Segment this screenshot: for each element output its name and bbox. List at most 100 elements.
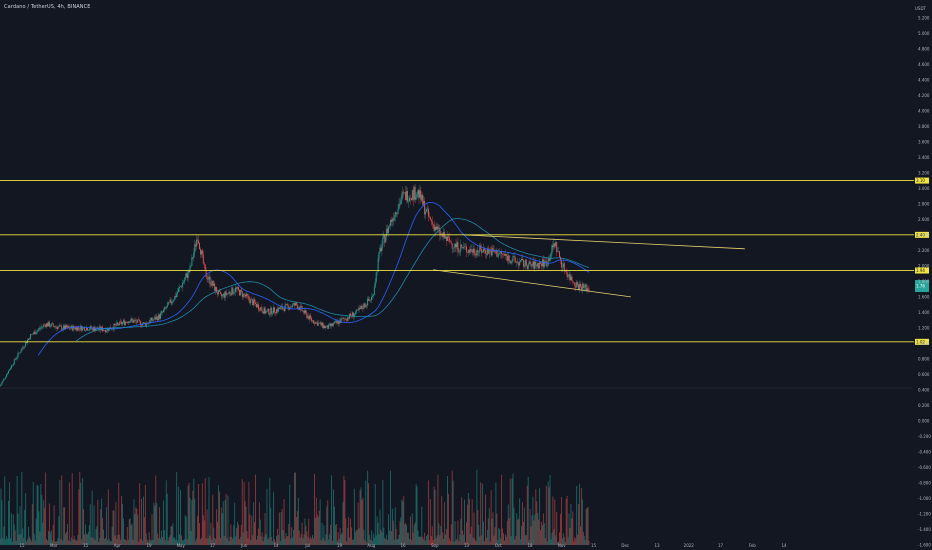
candle-body xyxy=(186,273,188,279)
candle-body xyxy=(169,299,171,303)
volume-bar xyxy=(441,495,443,545)
candle-body xyxy=(279,307,281,310)
y-tick-label: -1.400 xyxy=(918,527,931,532)
trend-line-upper[interactable] xyxy=(463,234,745,250)
volume-bar xyxy=(19,506,21,545)
volume-bar xyxy=(253,502,255,545)
candle-body xyxy=(470,249,472,252)
candle-body xyxy=(16,356,18,359)
volume-bar xyxy=(452,480,454,545)
volume-bar xyxy=(522,502,523,545)
volume-bar xyxy=(355,529,357,545)
volume-bar xyxy=(367,470,369,545)
volume-bar xyxy=(371,530,372,545)
volume-bar xyxy=(442,532,444,545)
volume-bar xyxy=(7,538,9,545)
volume-bar xyxy=(1,500,3,545)
volume-bar xyxy=(471,499,473,545)
candle-body xyxy=(122,322,123,325)
volume-bar xyxy=(404,524,406,545)
volume-bar xyxy=(78,489,80,545)
volume-bar xyxy=(34,540,36,545)
candle-body xyxy=(384,235,386,243)
volume-bar xyxy=(48,503,50,545)
candle-body xyxy=(282,308,284,310)
y-tick-label: 0.400 xyxy=(918,387,930,392)
volume-bar xyxy=(363,529,365,545)
volume-bar xyxy=(86,533,87,545)
volume-bar xyxy=(345,518,347,545)
volume-bar xyxy=(2,538,4,545)
volume-bar xyxy=(158,537,160,545)
volume-bar xyxy=(170,525,172,545)
volume-bar xyxy=(254,522,256,545)
volume-bar xyxy=(568,513,570,545)
volume-bar xyxy=(195,540,197,545)
volume-bar xyxy=(439,535,441,545)
volume-bar xyxy=(468,498,470,545)
candle-body xyxy=(77,327,79,331)
volume-bar xyxy=(330,525,332,545)
candle-body xyxy=(184,276,186,281)
volume-bar xyxy=(5,539,7,545)
candle-body xyxy=(483,248,484,253)
candle-body xyxy=(242,293,244,298)
candle-body xyxy=(455,244,457,248)
candle-body xyxy=(493,250,495,252)
volume-bar xyxy=(353,488,355,545)
volume-bar xyxy=(481,535,483,545)
volume-bar xyxy=(114,535,116,545)
candle-body xyxy=(183,280,185,283)
candle-body xyxy=(582,283,584,288)
volume-bar xyxy=(71,473,73,545)
x-tick-label: 17 xyxy=(718,543,724,548)
candle-body xyxy=(254,299,256,303)
volume-bar xyxy=(110,541,112,545)
volume-bar xyxy=(229,536,231,545)
candle-body xyxy=(136,321,138,323)
volume-bar xyxy=(217,521,218,545)
volume-bar xyxy=(148,532,150,545)
candle-body xyxy=(402,191,404,194)
candle-body xyxy=(208,276,210,280)
y-tick-label: 3.600 xyxy=(918,139,930,144)
candle-body xyxy=(471,251,473,253)
volume-bar xyxy=(64,507,66,545)
volume-bar xyxy=(490,490,492,545)
candle-body xyxy=(422,194,424,205)
volume-bar xyxy=(352,539,353,545)
trend-line-lower[interactable] xyxy=(433,269,631,298)
volume-bar xyxy=(46,538,47,545)
candle-body xyxy=(260,307,262,310)
volume-bar xyxy=(243,482,245,545)
candle-body xyxy=(516,261,518,263)
candle-body xyxy=(224,291,226,298)
volume-bar xyxy=(102,518,104,545)
volume-bar xyxy=(226,538,228,545)
candle-body xyxy=(452,247,454,249)
candle-body xyxy=(348,317,350,319)
candle-body xyxy=(391,218,393,222)
candle-body xyxy=(540,262,541,264)
candle-body xyxy=(305,310,307,313)
volume-bar xyxy=(87,531,89,545)
volume-bar xyxy=(559,532,560,545)
volume-bar xyxy=(152,539,154,545)
candle-body xyxy=(118,323,120,326)
volume-bar xyxy=(156,502,158,545)
x-tick-label: 15 xyxy=(19,543,25,548)
candle-body xyxy=(533,261,535,270)
volume-bar xyxy=(505,536,507,545)
volume-bar xyxy=(372,533,374,545)
volume-bar xyxy=(325,534,327,545)
candle-body xyxy=(343,317,345,319)
candle-body xyxy=(449,241,451,243)
volume-bar xyxy=(555,535,557,545)
volume-bar xyxy=(358,528,360,545)
candle-body xyxy=(288,305,290,310)
volume-bar xyxy=(561,496,562,545)
volume-bar xyxy=(459,534,461,545)
candle-body xyxy=(468,249,470,253)
